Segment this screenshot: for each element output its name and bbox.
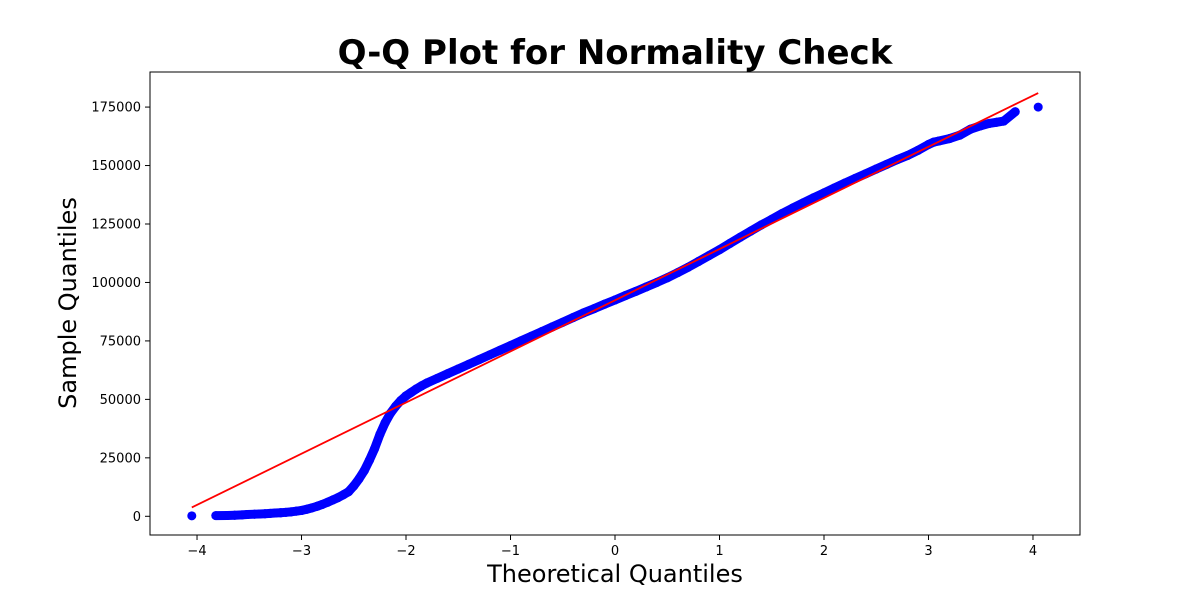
x-tick-label: 0 bbox=[611, 544, 619, 559]
data-point bbox=[1033, 102, 1043, 112]
plot-area: −4 −3 −2 −1 0 1 2 3 4 0 25000 50000 75000 100000 12500… bbox=[91, 71, 1081, 559]
x-tick-label: −3 bbox=[292, 544, 311, 559]
y-tick-label: 175000 bbox=[91, 101, 141, 116]
x-tick-label: −4 bbox=[187, 544, 206, 559]
x-tick-label: −1 bbox=[501, 544, 520, 559]
y-tick-label: 75000 bbox=[100, 334, 141, 349]
data-point-band bbox=[999, 107, 1020, 126]
x-tick-label: −2 bbox=[396, 544, 415, 559]
y-tick-label: 0 bbox=[133, 510, 141, 525]
x-tick-label: 4 bbox=[1029, 544, 1037, 559]
y-axis-label: Sample Quantiles bbox=[54, 197, 82, 409]
data-point bbox=[187, 511, 197, 521]
reference-line bbox=[191, 92, 1039, 509]
y-tick-label: 100000 bbox=[91, 276, 141, 291]
x-axis-label: Theoretical Quantiles bbox=[486, 560, 743, 588]
chart-title: Q-Q Plot for Normality Check bbox=[338, 33, 894, 73]
y-tick-label: 125000 bbox=[91, 217, 141, 232]
x-tick-label: 2 bbox=[820, 544, 828, 559]
x-tick-label: 1 bbox=[715, 544, 723, 559]
y-tick-label: 25000 bbox=[100, 451, 141, 466]
y-tick-label: 150000 bbox=[91, 159, 141, 174]
x-tick-label: 3 bbox=[924, 544, 932, 559]
y-tick-label: 50000 bbox=[100, 393, 141, 408]
